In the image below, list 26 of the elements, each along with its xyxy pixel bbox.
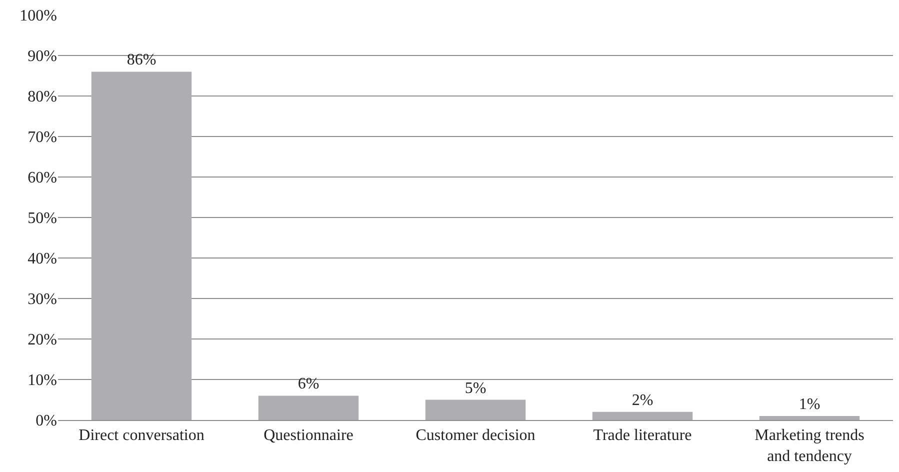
y-tick-label: 40% — [28, 250, 57, 268]
bar — [759, 416, 860, 420]
y-tick-label: 90% — [28, 48, 57, 66]
y-tick-label: 50% — [28, 210, 57, 228]
x-tick-label: Customer decision — [416, 427, 536, 444]
data-label: 86% — [126, 52, 156, 69]
y-tick-label: 60% — [28, 170, 57, 187]
y-tick-label: 0% — [36, 412, 57, 430]
x-tick-label: Trade literature — [593, 427, 692, 444]
data-label: 5% — [464, 380, 486, 397]
y-tick-label: 30% — [28, 291, 57, 308]
y-tick-label: 20% — [28, 332, 57, 349]
data-label: 6% — [298, 376, 320, 393]
x-tick-label: Marketing trends and tendency — [754, 427, 864, 465]
bar — [592, 412, 693, 420]
y-tick-label: 100% — [20, 8, 57, 25]
data-label: 1% — [798, 396, 820, 413]
x-tick-label: Questionnaire — [264, 427, 354, 444]
x-tick-label: Direct conversation — [78, 427, 204, 444]
bar — [258, 396, 359, 420]
bar — [91, 72, 192, 420]
y-tick-label: 10% — [28, 372, 57, 390]
y-tick-label: 80% — [28, 88, 57, 106]
data-label: 2% — [632, 392, 654, 409]
bar — [425, 400, 526, 420]
y-tick-label: 70% — [28, 129, 57, 146]
